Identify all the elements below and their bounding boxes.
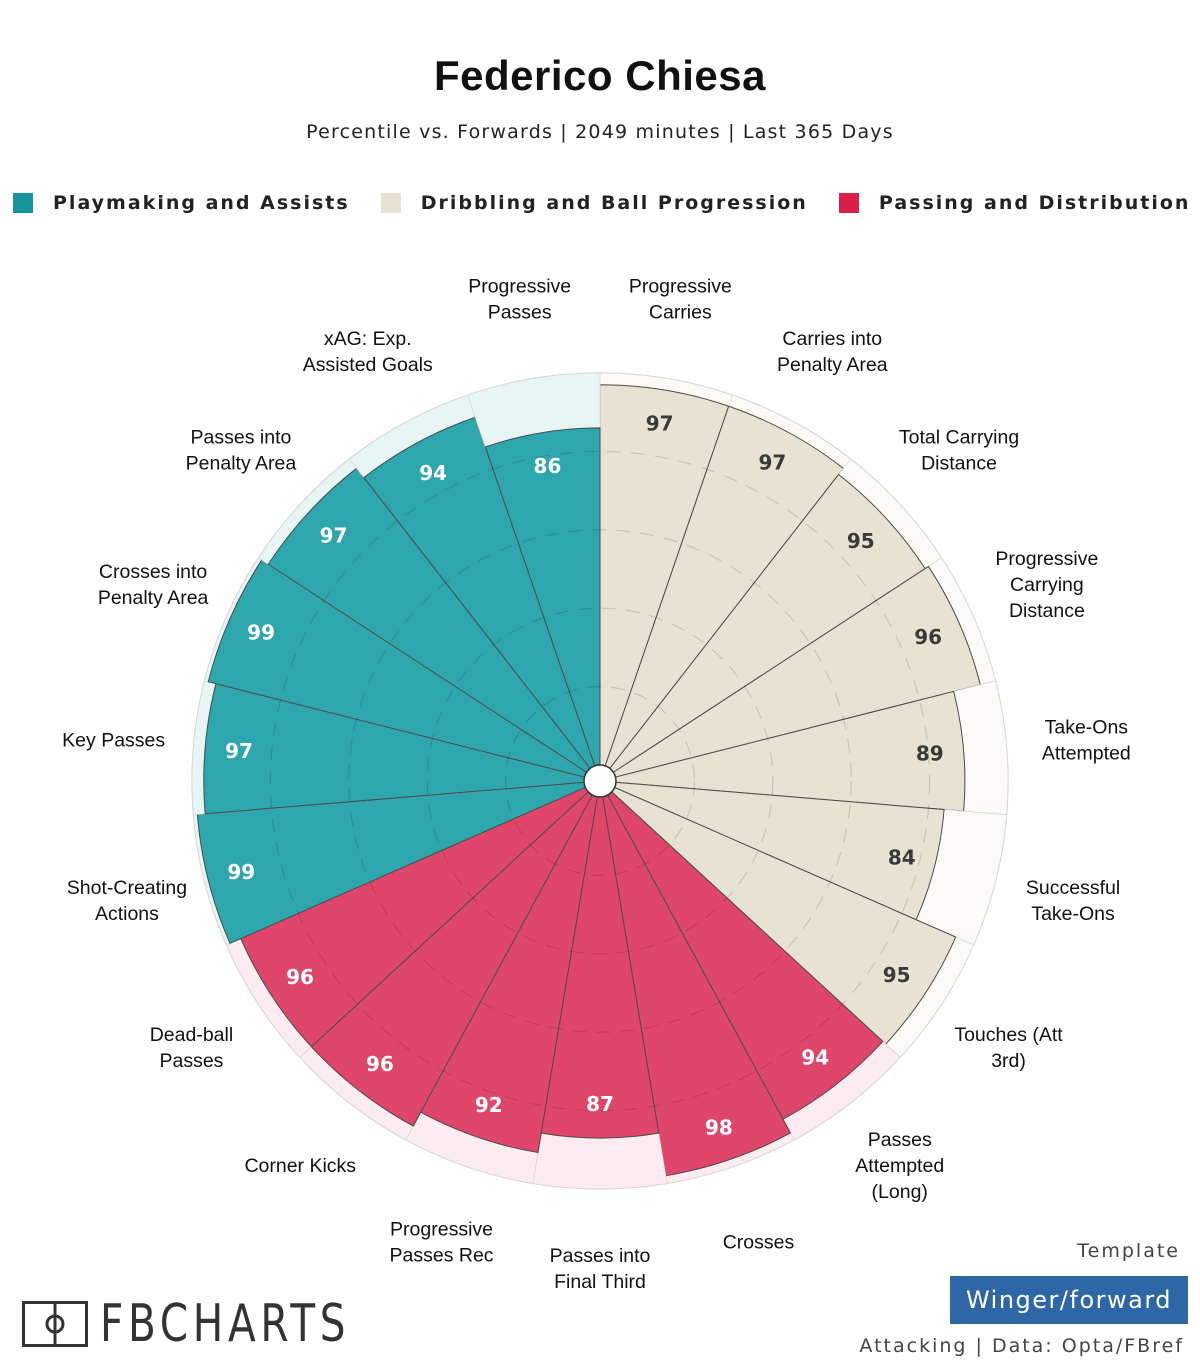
category-label-dead-ball-passes: Dead-ball Passes	[150, 1024, 233, 1072]
category-label-line: xAG: Exp.	[324, 328, 412, 350]
legend-label-dribbling: Dribbling and Ball Progression	[420, 192, 808, 214]
category-label-line: Assisted Goals	[303, 354, 433, 376]
legend-item-passing: Passing and Distribution	[838, 192, 1191, 214]
legend-swatch-playmaking	[13, 193, 33, 213]
category-label-touches-att-3rd: Touches (Att 3rd)	[954, 1024, 1063, 1072]
fbcharts-logo: FBCHARTS	[22, 1298, 421, 1350]
value-label-take-ons-attempted: 89	[916, 742, 944, 766]
grid-ring	[505, 685, 696, 876]
value-label-dead-ball-passes: 96	[286, 965, 314, 989]
category-label-line: Progressive	[629, 276, 732, 298]
category-label-line: Take-Ons	[1031, 903, 1115, 925]
legend-label-passing: Passing and Distribution	[878, 192, 1191, 214]
category-label-line: Touches (Att	[954, 1024, 1063, 1046]
value-label-xag-exp-assisted-goals: 94	[419, 461, 447, 485]
category-label-line: Crosses into	[99, 561, 208, 583]
category-label-line: Carrying	[1010, 574, 1084, 596]
category-label-line: Penalty Area	[186, 452, 297, 474]
category-label-line: (Long)	[872, 1181, 928, 1203]
category-label-line: Shot-Creating	[67, 877, 187, 899]
category-label-progressive-passes: Progressive Passes	[468, 276, 571, 324]
legend-item-dribbling: Dribbling and Ball Progression	[380, 192, 808, 214]
value-label-passes-into-penalty-area: 97	[320, 524, 348, 548]
template-label: Template	[1077, 1240, 1180, 1262]
value-label-progressive-passes-rec: 92	[475, 1093, 503, 1117]
category-label-line: Dead-ball	[150, 1024, 233, 1046]
category-label-crosses: Crosses	[723, 1232, 795, 1254]
category-label-line: Passes	[159, 1050, 223, 1072]
legend-label-playmaking: Playmaking and Assists	[53, 192, 350, 214]
category-label-line: Attempted	[855, 1155, 944, 1177]
template-badge: Winger/forward	[950, 1276, 1188, 1324]
category-label-progressive-carries: Progressive Carries	[629, 276, 732, 324]
value-label-crosses: 98	[705, 1115, 733, 1139]
category-label-line: Penalty Area	[98, 587, 209, 609]
value-label-carries-into-penalty-area: 97	[758, 450, 786, 474]
category-label-line: Corner Kicks	[244, 1155, 356, 1177]
center-hub	[583, 764, 617, 798]
category-label-line: Actions	[95, 903, 159, 925]
category-label-passes-attempted-long: Passes Attempted (Long)	[855, 1129, 944, 1203]
legend-swatch-passing	[838, 193, 859, 213]
pitch-icon	[22, 1301, 88, 1347]
value-label-corner-kicks: 96	[366, 1052, 394, 1076]
chart-subtitle: Percentile vs. Forwards | 2049 minutes |…	[306, 121, 894, 143]
category-label-line: Progressive	[390, 1219, 493, 1241]
category-label-total-carrying-distance: Total Carrying Distance	[899, 426, 1019, 474]
value-label-shot-creating-actions: 99	[227, 860, 255, 884]
value-label-progressive-carries: 97	[646, 412, 674, 436]
value-label-progressive-passes: 86	[534, 454, 562, 478]
category-label-line: Distance	[1009, 600, 1085, 622]
category-label-shot-creating-actions: Shot-Creating Actions	[67, 877, 187, 925]
category-label-passes-into-penalty-area: Passes into Penalty Area	[186, 426, 297, 474]
value-label-passes-into-final-third: 87	[586, 1092, 614, 1116]
value-label-key-passes: 97	[225, 739, 253, 763]
category-label-line: Progressive	[995, 548, 1098, 570]
category-label-line: Passes	[868, 1129, 932, 1151]
category-label-line: 3rd)	[991, 1050, 1026, 1072]
legend-item-playmaking: Playmaking and Assists	[13, 192, 350, 214]
chart-title: Federico Chiesa	[434, 52, 766, 99]
logo-text: FBCHARTS	[100, 1294, 351, 1354]
category-label-line: Total Carrying	[899, 426, 1019, 448]
category-label-line: Take-Ons	[1045, 717, 1129, 739]
category-label-line: Carries into	[782, 328, 882, 350]
category-label-line: Passes	[488, 302, 552, 324]
category-label-carries-into-penalty-area: Carries into Penalty Area	[777, 328, 888, 376]
legend-swatch-dribbling	[380, 193, 401, 213]
category-label-passes-into-final-third: Passes into Final Third	[550, 1245, 651, 1293]
category-label-corner-kicks: Corner Kicks	[244, 1155, 356, 1177]
grid-ring	[269, 450, 931, 1112]
value-label-total-carrying-distance: 95	[847, 529, 875, 553]
source-label: Attacking | Data: Opta/FBref	[859, 1335, 1184, 1357]
value-label-touches-att-3rd: 95	[883, 963, 911, 987]
value-label-passes-attempted-long: 94	[801, 1046, 829, 1070]
grid-ring	[426, 607, 774, 955]
category-label-line: Crosses	[723, 1232, 795, 1254]
category-label-line: Successful	[1026, 877, 1120, 899]
value-label-successful-take-ons: 84	[888, 845, 916, 869]
category-label-line: Carries	[649, 302, 712, 324]
category-label-line: Key Passes	[62, 730, 165, 752]
category-label-take-ons-attempted: Take-Ons Attempted	[1042, 717, 1131, 765]
category-label-line: Distance	[921, 452, 997, 474]
value-label-progressive-carrying-distance: 96	[914, 625, 942, 649]
category-label-line: Passes into	[550, 1245, 651, 1267]
category-label-line: Attempted	[1042, 743, 1131, 765]
legend: Playmaking and Assists Dribbling and Bal…	[0, 192, 1200, 217]
category-label-key-passes: Key Passes	[62, 730, 165, 752]
category-label-xag-exp-assisted-goals: xAG: Exp. Assisted Goals	[303, 328, 433, 376]
category-label-progressive-passes-rec: Progressive Passes Rec	[390, 1219, 494, 1267]
grid-ring	[348, 529, 852, 1033]
category-label-line: Passes into	[191, 426, 292, 448]
value-label-crosses-into-penalty-area: 99	[247, 620, 275, 644]
category-label-crosses-into-penalty-area: Crosses into Penalty Area	[98, 561, 209, 609]
category-label-line: Penalty Area	[777, 354, 888, 376]
category-label-line: Progressive	[468, 276, 571, 298]
category-label-line: Passes Rec	[390, 1245, 494, 1267]
category-label-successful-take-ons: Successful Take-Ons	[1026, 877, 1120, 925]
category-label-line: Final Third	[554, 1271, 646, 1293]
category-label-progressive-carrying-distance: Progressive Carrying Distance	[995, 548, 1098, 622]
